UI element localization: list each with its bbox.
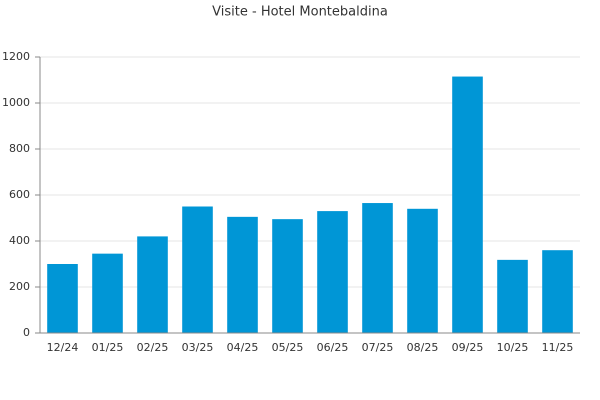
y-tick-label: 600 [9, 188, 30, 201]
bar [227, 216, 258, 333]
x-tick-label: 01/25 [92, 341, 124, 354]
x-tick-label: 12/24 [47, 341, 79, 354]
bar [182, 206, 213, 333]
bar [362, 203, 393, 333]
bar [452, 76, 483, 334]
bar [317, 211, 348, 333]
y-tick-label: 0 [23, 326, 30, 339]
y-tick-label: 200 [9, 280, 30, 293]
x-tick-label: 10/25 [497, 341, 529, 354]
bar [542, 250, 573, 333]
x-tick-label: 09/25 [452, 341, 484, 354]
bar [272, 219, 303, 333]
bar [137, 236, 168, 333]
x-tick-label: 05/25 [272, 341, 304, 354]
x-tick-label: 07/25 [362, 341, 394, 354]
bar [92, 253, 123, 333]
x-tick-label: 08/25 [407, 341, 439, 354]
x-tick-label: 06/25 [317, 341, 349, 354]
chart-title: Visite - Hotel Montebaldina [212, 5, 388, 20]
y-tick-label: 1000 [2, 96, 30, 109]
y-tick-label: 400 [9, 234, 30, 247]
x-tick-label: 03/25 [182, 341, 214, 354]
y-tick-label: 1200 [2, 50, 30, 63]
x-tick-label: 04/25 [227, 341, 259, 354]
bar [497, 259, 528, 333]
x-tick-label: 11/25 [542, 341, 574, 354]
x-tick-label: 02/25 [137, 341, 169, 354]
bar [407, 208, 438, 333]
bar [47, 264, 78, 333]
y-tick-label: 800 [9, 142, 30, 155]
